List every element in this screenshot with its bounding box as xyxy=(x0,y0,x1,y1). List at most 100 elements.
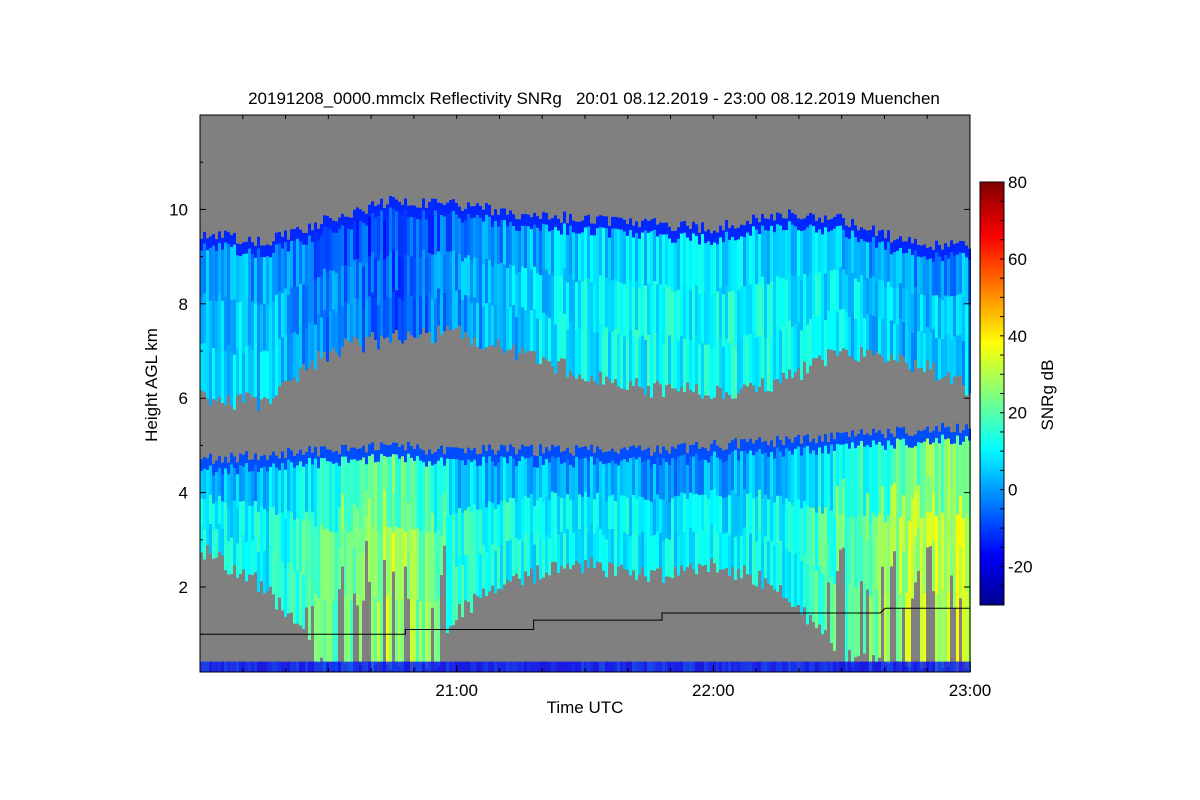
heatmap-cell xyxy=(941,339,944,378)
heatmap-cell xyxy=(926,293,929,327)
heatmap-cell xyxy=(815,661,818,672)
heatmap-cell xyxy=(218,294,221,346)
heatmap-cell xyxy=(338,661,341,672)
heatmap-cell xyxy=(383,661,386,672)
heatmap-cell xyxy=(578,494,581,530)
heatmap-cell xyxy=(293,571,296,624)
heatmap-cell xyxy=(227,661,230,672)
heatmap-cell xyxy=(290,241,293,288)
heatmap-cell xyxy=(614,278,617,330)
heatmap-cell xyxy=(806,446,809,506)
heatmap-cell xyxy=(491,502,494,545)
heatmap-cell xyxy=(578,327,581,375)
heatmap-cell xyxy=(716,244,719,292)
heatmap-cell xyxy=(578,529,581,564)
heatmap-cell xyxy=(635,233,638,282)
heatmap-cell xyxy=(413,449,416,461)
heatmap-cell xyxy=(908,661,911,672)
heatmap-cell xyxy=(575,330,578,379)
heatmap-cell xyxy=(890,525,893,567)
colorbar-label: SNRg dB xyxy=(1038,360,1057,431)
heatmap-cell xyxy=(221,300,224,352)
heatmap-cell xyxy=(305,232,308,245)
heatmap-cell xyxy=(404,661,407,672)
heatmap-cell xyxy=(839,514,842,550)
heatmap-cell xyxy=(362,661,365,672)
heatmap-cell xyxy=(875,589,878,663)
heatmap-cell xyxy=(419,531,422,602)
y-axis-label: Height AGL km xyxy=(142,328,161,442)
heatmap-cell xyxy=(365,213,368,226)
heatmap-cell xyxy=(416,219,419,259)
heatmap-cell xyxy=(698,460,701,496)
heatmap-cell xyxy=(227,243,230,295)
heatmap-cell xyxy=(410,256,413,296)
heatmap-cell xyxy=(254,257,257,305)
heatmap-cell xyxy=(596,492,599,528)
heatmap-cell xyxy=(845,443,848,517)
heatmap-cell xyxy=(602,452,605,465)
heatmap-cell xyxy=(275,661,278,672)
heatmap-cell xyxy=(794,661,797,672)
heatmap-cell xyxy=(611,280,614,332)
heatmap-cell xyxy=(734,493,737,537)
heatmap-cell xyxy=(902,322,905,357)
heatmap-cell xyxy=(260,661,263,672)
heatmap-cell xyxy=(398,447,401,459)
heatmap-cell xyxy=(308,323,311,368)
heatmap-cell xyxy=(392,250,395,292)
heatmap-cell xyxy=(209,352,212,406)
heatmap-cell xyxy=(317,228,320,241)
heatmap-cell xyxy=(641,220,644,233)
heatmap-cell xyxy=(275,244,278,295)
heatmap-cell xyxy=(893,240,896,253)
heatmap-cell xyxy=(464,510,467,556)
heatmap-cell xyxy=(479,453,482,466)
heatmap-cell xyxy=(821,513,824,574)
heatmap-cell xyxy=(716,661,719,672)
heatmap-cell xyxy=(776,327,779,380)
heatmap-cell xyxy=(227,474,230,508)
heatmap-cell xyxy=(857,433,860,446)
heatmap-cell xyxy=(326,595,329,664)
heatmap-cell xyxy=(428,213,431,254)
heatmap-cell xyxy=(845,431,848,444)
heatmap-cell xyxy=(410,600,413,672)
heatmap-cell xyxy=(215,239,218,251)
heatmap-cell xyxy=(458,459,461,508)
heatmap-cell xyxy=(668,465,671,503)
heatmap-cell xyxy=(860,534,863,582)
heatmap-cell xyxy=(704,293,707,345)
heatmap-cell xyxy=(206,470,209,496)
heatmap-cell xyxy=(224,502,227,537)
heatmap-cell xyxy=(209,248,212,301)
heatmap-cell xyxy=(488,546,491,592)
heatmap-cell xyxy=(722,294,725,347)
heatmap-cell xyxy=(473,661,476,672)
heatmap-cell xyxy=(215,472,218,501)
heatmap-cell xyxy=(746,534,749,575)
heatmap-cell xyxy=(797,218,800,231)
heatmap-cell xyxy=(623,219,626,232)
heatmap-cell xyxy=(668,335,671,384)
heatmap-cell xyxy=(839,661,842,672)
heatmap-cell xyxy=(917,293,920,332)
heatmap-cell xyxy=(887,589,890,665)
heatmap-cell xyxy=(209,494,212,525)
heatmap-cell xyxy=(539,538,542,580)
heatmap-cell xyxy=(563,462,566,498)
heatmap-cell xyxy=(296,227,299,239)
heatmap-cell xyxy=(551,320,554,367)
heatmap-cell xyxy=(281,337,284,383)
heatmap-cell xyxy=(515,537,518,574)
heatmap-cell xyxy=(674,230,677,243)
heatmap-cell xyxy=(293,519,296,572)
heatmap-cell xyxy=(623,231,626,285)
heatmap-cell xyxy=(956,435,959,515)
heatmap-cell xyxy=(596,458,599,493)
heatmap-cell xyxy=(659,453,662,466)
heatmap-cell xyxy=(620,282,623,336)
heatmap-cell xyxy=(719,337,722,388)
heatmap-cell xyxy=(872,440,875,513)
